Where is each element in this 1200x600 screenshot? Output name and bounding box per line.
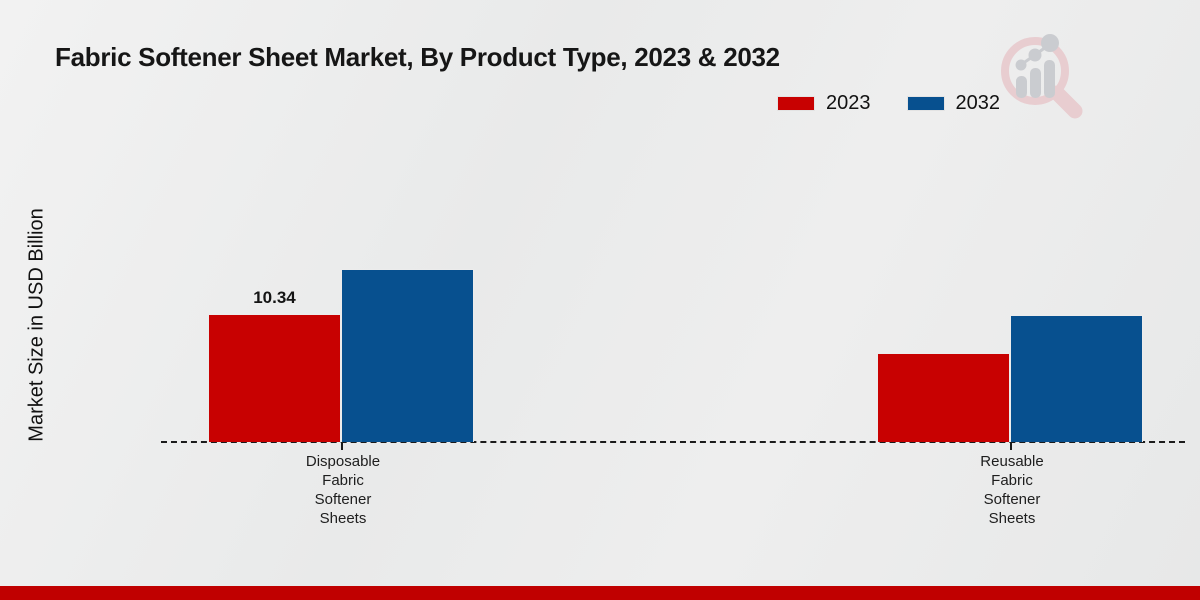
watermark-logo-icon [1001,34,1083,119]
bar-reusable-2023 [877,353,1010,442]
legend: 2023 2032 [777,92,1000,115]
legend-label-2032: 2032 [955,92,1001,114]
legend-swatch-2032 [906,96,945,111]
bar-value-label: 10.34 [253,288,296,307]
legend-item-2023: 2023 [777,92,871,115]
legend-item-2032: 2032 [906,92,1001,115]
bar-reusable-2032 [1010,315,1143,442]
legend-swatch-2023 [777,96,815,111]
x-axis-category-label: Disposable Fabric Softener Sheets [305,453,381,527]
x-axis-tick [1010,443,1012,450]
legend-label-2023: 2023 [826,92,871,114]
chart-title: Fabric Softener Sheet Market, By Product… [55,42,780,72]
x-axis-category-label: Reusable Fabric Softener Sheets [980,453,1044,527]
y-axis-label: Market Size in USD Billion [25,208,48,442]
x-axis-tick [341,443,343,450]
x-axis-baseline [161,441,1185,443]
bar-disposable-2032 [341,269,474,442]
bar-disposable-2023 [208,314,341,442]
footer-accent-bar [0,586,1200,600]
